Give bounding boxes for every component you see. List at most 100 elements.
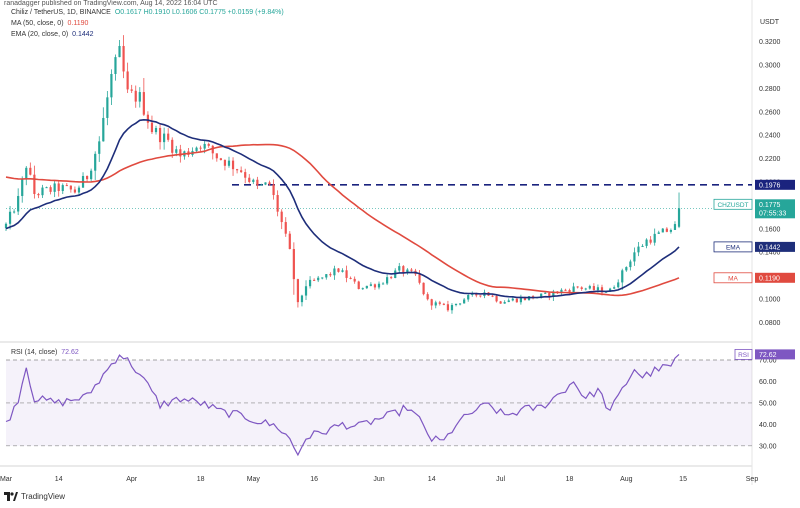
candle-body — [317, 277, 320, 281]
candle-body — [199, 147, 202, 149]
candle-body — [390, 277, 393, 279]
candle-body — [304, 286, 308, 296]
last-price-tag-name-box — [713, 198, 753, 210]
ma-legend: MA (50, close, 0) 0.1190 — [11, 20, 88, 27]
candle-body — [49, 187, 52, 192]
candle-body — [248, 177, 251, 182]
candle-body — [625, 267, 628, 271]
candle-body — [341, 270, 344, 272]
candle-body — [564, 289, 567, 291]
candle-body — [600, 287, 604, 293]
symbol-legend: Chiliz / TetherUS, 1D, BINANCE O0.1617 H… — [11, 9, 284, 16]
rsi-legend-label: RSI (14, close) — [11, 349, 58, 356]
last-price-tag-name: CHZUSDT — [717, 202, 748, 209]
ema-price-tag-value: 0.1442 — [759, 244, 781, 251]
last-price-tag-box — [755, 199, 795, 219]
candle-body — [467, 295, 470, 300]
candle-body — [552, 291, 555, 297]
candle-body — [333, 268, 336, 276]
rsi-pane[interactable] — [5, 353, 752, 457]
candle-body — [231, 160, 235, 170]
candle-body — [227, 160, 231, 166]
candle-body — [677, 208, 681, 227]
candle-body — [621, 270, 624, 283]
candle-body — [430, 299, 433, 306]
ma-price-tag-value: 0.1190 — [759, 275, 780, 282]
candle-body — [17, 195, 20, 212]
candle-body — [90, 170, 93, 180]
rsi-tick-label: 40.00 — [759, 422, 777, 429]
candle-body — [608, 288, 612, 292]
candle-body — [499, 301, 502, 304]
candle-body — [41, 187, 44, 196]
candle-body — [77, 187, 81, 193]
ma-price-tag-name: MA — [728, 275, 738, 282]
rsi-tick-label: 60.00 — [759, 379, 777, 386]
candle-body — [329, 274, 332, 276]
candle-body — [276, 195, 279, 212]
candle-body — [576, 286, 579, 288]
last-price-tag-value: 0.1775 — [759, 202, 781, 209]
brand-label: TradingView — [21, 492, 66, 501]
candle-body — [73, 189, 77, 193]
candle-body — [207, 143, 210, 146]
tradingview-brand[interactable]: TradingView — [4, 492, 65, 501]
rsi-value-tag: 72.62 — [759, 352, 777, 359]
candle-body — [313, 279, 316, 281]
currency-label: USDT — [760, 19, 780, 26]
candle-body — [219, 158, 222, 161]
candle-body — [446, 304, 450, 311]
price-tick-label: 0.2400 — [759, 133, 781, 140]
candle-body — [422, 282, 425, 295]
rsi-line — [5, 353, 680, 457]
price-tick-label: 0.2800 — [759, 86, 781, 93]
candle-body — [138, 92, 141, 102]
time-tick-label: May — [247, 476, 261, 483]
time-tick-label: Jun — [373, 476, 384, 483]
candle-body — [653, 233, 656, 243]
ema-price-tag-name: EMA — [726, 244, 741, 251]
candle-body — [434, 302, 437, 306]
candle-body — [215, 153, 218, 159]
candle-body — [280, 211, 283, 223]
candle-body — [167, 133, 170, 140]
tradingview-logo-icon — [4, 492, 18, 501]
candle-body — [386, 277, 389, 284]
ohlc-values: O0.1617 H0.1910 L0.1606 C0.1775 +0.0159 … — [114, 9, 284, 16]
candle-body — [25, 167, 28, 179]
ma-legend-value: 0.1190 — [67, 20, 89, 27]
time-tick-label: 15 — [679, 476, 687, 483]
candle-body — [572, 286, 575, 292]
price-tick-label: 0.2200 — [759, 156, 781, 163]
ema-line — [5, 118, 680, 299]
candle-body — [321, 277, 324, 279]
ema-legend: EMA (20, close, 0) 0.1442 — [11, 31, 94, 38]
candle-body — [519, 297, 523, 303]
candle-body — [450, 305, 454, 311]
resistance-price-tag-box — [755, 179, 795, 190]
time-tick-label: Jul — [496, 476, 505, 483]
candle-body — [673, 224, 677, 230]
candle-body — [491, 295, 494, 297]
candle-body — [4, 223, 8, 229]
candle-body — [300, 295, 304, 303]
rsi-legend: RSI (14, close) 72.62 — [11, 349, 79, 356]
candle-body — [203, 143, 206, 149]
candle-body — [669, 229, 673, 232]
candle-body — [98, 141, 101, 154]
time-tick-label: 16 — [310, 476, 318, 483]
candle-body — [175, 149, 178, 153]
candle-body — [110, 73, 113, 98]
candle-body — [381, 283, 385, 285]
price-pane[interactable] — [4, 35, 752, 314]
time-tick-label: Aug — [620, 476, 633, 483]
ema-price-tag-box — [755, 241, 795, 252]
ma-price-tag-box — [755, 272, 795, 283]
candle-body — [61, 185, 64, 191]
candle-body — [515, 298, 518, 303]
candle-body — [588, 286, 591, 289]
candle-body — [244, 172, 247, 178]
candle-body — [126, 71, 129, 90]
candle-body — [102, 117, 105, 142]
